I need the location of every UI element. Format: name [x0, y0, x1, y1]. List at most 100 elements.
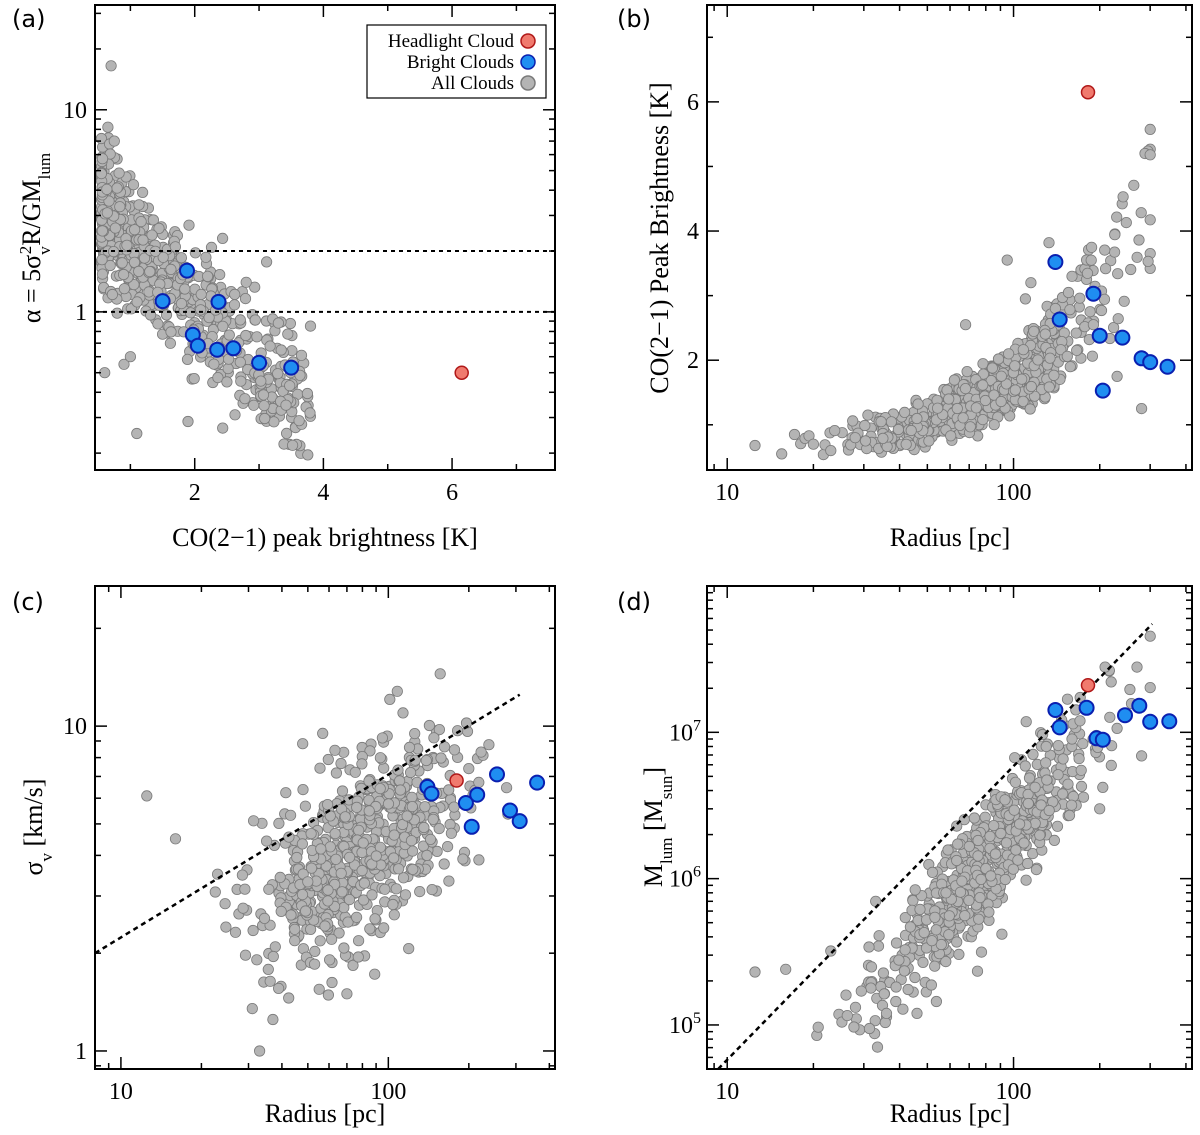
all-cloud-point: [369, 913, 381, 925]
x-tick-label: 10: [715, 1079, 739, 1105]
all-cloud-point: [403, 942, 415, 955]
all-cloud-point: [1100, 263, 1112, 275]
all-cloud-point: [926, 866, 939, 879]
all-cloud-point: [420, 754, 432, 767]
all-cloud-point: [234, 356, 246, 368]
all-cloud-point: [849, 1001, 862, 1013]
all-cloud-point: [164, 337, 176, 349]
all-cloud-point: [280, 427, 293, 439]
all-cloud-point: [862, 409, 874, 421]
all-cloud-point: [1048, 369, 1060, 381]
all-cloud-point: [336, 886, 348, 898]
legend-marker-headlight: [520, 33, 536, 49]
all-cloud-point: [999, 794, 1011, 806]
y-tick-label: 4: [687, 219, 699, 245]
all-cloud-point: [1017, 344, 1029, 356]
y-tick-label: 1: [75, 1039, 87, 1065]
all-cloud-point: [249, 314, 261, 326]
all-cloud-point: [182, 415, 194, 428]
all-cloud-point: [330, 853, 342, 865]
bright-cloud-point: [1094, 731, 1111, 748]
all-cloud-point: [392, 863, 405, 875]
all-cloud-point: [229, 288, 241, 300]
bright-cloud-point: [1159, 358, 1176, 375]
all-cloud-point: [1066, 799, 1078, 811]
all-cloud-point: [285, 909, 297, 921]
all-cloud-point: [749, 966, 761, 978]
all-cloud-point: [1131, 661, 1143, 673]
all-cloud-point: [356, 846, 368, 859]
all-cloud-point: [880, 1007, 893, 1020]
all-cloud-point: [1073, 752, 1085, 765]
all-cloud-point: [1028, 325, 1040, 337]
all-cloud-point: [99, 367, 111, 379]
all-cloud-point: [220, 921, 232, 933]
all-cloud-point: [1009, 752, 1021, 764]
all-cloud-point: [249, 281, 261, 293]
all-cloud-point: [229, 926, 242, 938]
all-cloud-point: [111, 182, 123, 194]
all-cloud-point: [964, 421, 976, 433]
all-cloud-point: [339, 811, 351, 823]
all-cloud-point: [302, 876, 314, 888]
legend-label-all: All Clouds: [431, 73, 514, 94]
all-cloud-point: [137, 234, 149, 246]
all-cloud-point: [952, 838, 964, 850]
all-cloud-point: [394, 784, 406, 796]
all-cloud-point: [363, 805, 375, 817]
all-cloud-point: [961, 365, 973, 378]
all-cloud-point: [959, 319, 972, 331]
all-cloud-point: [433, 822, 445, 835]
all-cloud-point: [246, 1002, 258, 1015]
panel-a-ticks: 2 4 6 1 10: [63, 5, 555, 506]
bright-cloud-point: [502, 802, 518, 819]
all-cloud-point: [258, 912, 271, 925]
all-cloud-point: [1034, 829, 1046, 841]
all-cloud-point: [1020, 716, 1032, 728]
all-cloud-point: [341, 988, 353, 1000]
all-cloud-point: [212, 371, 224, 384]
bright-cloud-point: [225, 340, 242, 357]
all-cloud-point: [1064, 361, 1076, 373]
all-cloud-point: [317, 727, 329, 740]
all-cloud-point: [189, 247, 201, 259]
all-cloud-point: [202, 270, 214, 282]
all-cloud-point: [953, 948, 965, 961]
all-cloud-point: [113, 167, 125, 179]
all-cloud-point: [388, 909, 400, 921]
panel-c-ticks: 10 100 1 10: [63, 586, 555, 1105]
all-cloud-point: [963, 840, 975, 853]
all-cloud-point: [1124, 683, 1136, 696]
all-cloud-point: [1136, 750, 1148, 762]
all-cloud-point: [284, 317, 296, 330]
panel-d-frame: [706, 585, 1193, 1070]
all-cloud-point: [940, 955, 952, 968]
panel-b-label: (b): [617, 5, 651, 33]
all-cloud-point: [324, 841, 336, 853]
all-cloud-point: [433, 723, 445, 736]
all-cloud-point: [788, 428, 801, 441]
all-cloud-point: [321, 798, 334, 811]
all-cloud-point: [315, 843, 327, 855]
legend: Headlight Cloud Bright Clouds All Clouds: [366, 24, 547, 99]
all-cloud-point: [282, 328, 294, 340]
all-cloud-point: [975, 946, 988, 958]
all-cloud-point: [970, 402, 982, 414]
all-cloud-point: [1081, 267, 1094, 279]
all-cloud-point: [1025, 277, 1037, 289]
all-cloud-point: [106, 288, 119, 301]
all-cloud-point: [968, 812, 981, 824]
panel-c-label: (c): [12, 588, 44, 616]
all-cloud-point: [848, 1021, 860, 1033]
headlight-cloud-point: [449, 773, 464, 788]
all-cloud-point: [382, 798, 395, 810]
all-cloud-point: [370, 850, 382, 862]
panel-b-ylabel: CO(2−1) Peak Brightness [K]: [645, 82, 674, 393]
panel-a-label: (a): [12, 5, 45, 33]
all-cloud-point: [935, 938, 947, 951]
all-cloud-point: [309, 945, 321, 958]
all-cloud-point: [1043, 804, 1055, 817]
all-cloud-point: [240, 329, 252, 342]
all-cloud-point: [274, 871, 286, 884]
